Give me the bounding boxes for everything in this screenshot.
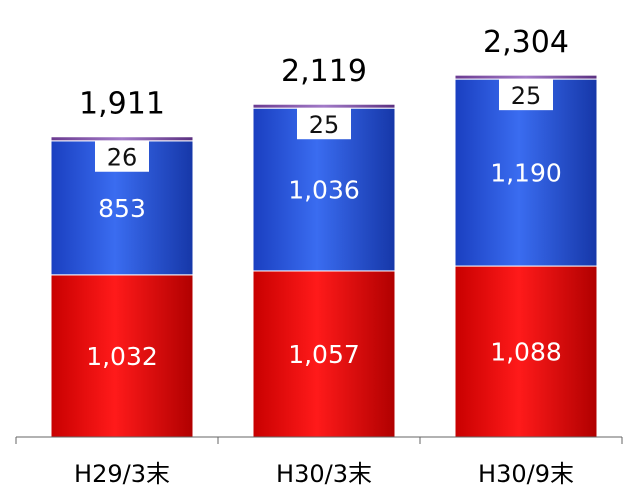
callout-box: [499, 79, 553, 111]
bar-segment-purple: [454, 74, 598, 80]
bar-value-label: 1,088: [490, 338, 562, 367]
total-label: 2,304: [483, 25, 569, 60]
bar-value-label: 1,190: [490, 159, 562, 188]
small-segment-label: 25: [511, 82, 542, 110]
category-label: H30/3末: [276, 460, 372, 488]
bars-layer: [50, 74, 598, 438]
category-label: H30/9末: [478, 460, 574, 488]
x-axis: [15, 436, 623, 444]
total-label: 2,119: [281, 54, 367, 89]
bar-segment-red: [252, 270, 396, 438]
small-segment-label: 26: [107, 144, 138, 172]
bar-value-label: 1,032: [86, 342, 158, 371]
bar-segment-purple: [50, 136, 194, 142]
category-label: H29/3末: [74, 460, 170, 488]
labels-layer: 1,032 853 26 1,911 H29/3末 1,057 1,036 25 2,119 H3…: [74, 25, 574, 488]
small-segment-label: 25: [309, 111, 340, 139]
bar-segment-red: [50, 274, 194, 438]
bar-segment-purple: [252, 103, 396, 109]
total-label: 1,911: [79, 87, 165, 122]
callout-box: [95, 140, 149, 172]
bar-value-label: 853: [98, 194, 146, 223]
bar-value-label: 1,057: [288, 340, 360, 369]
bar-value-label: 1,036: [288, 176, 360, 205]
callout-box: [297, 108, 351, 140]
